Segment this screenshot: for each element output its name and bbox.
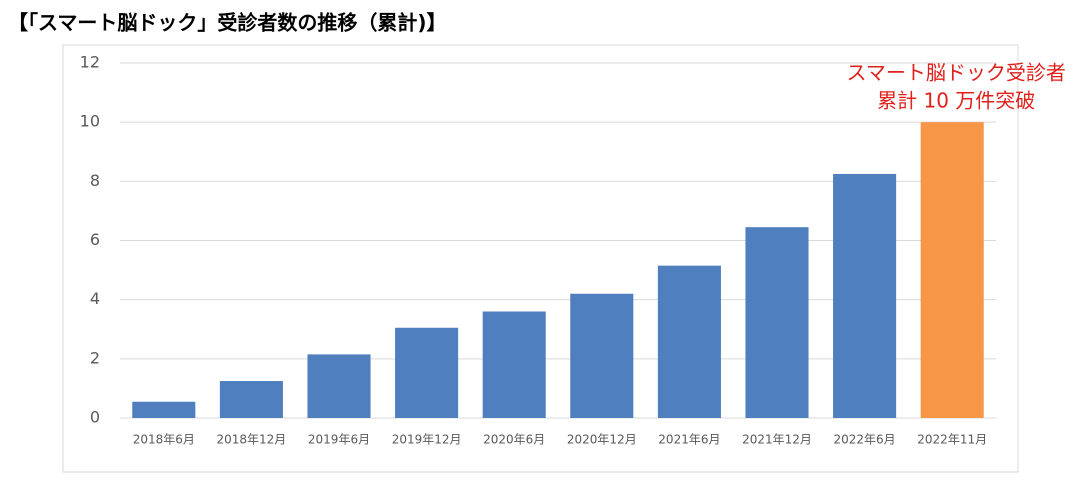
y-tick-label: 8 [90,171,100,190]
y-tick-label: 12 [80,53,100,72]
y-tick-label: 4 [90,289,100,308]
bar [570,293,634,418]
x-tick-label: 2019年12月 [392,433,462,447]
x-tick-label: 2020年12月 [567,433,637,447]
x-tick-label: 2022年11月 [917,433,987,447]
y-tick-label: 2 [90,348,100,367]
annotation: 累計 10 万件突破 [877,89,1035,113]
y-tick-label: 6 [90,230,100,249]
x-tick-label: 2018年12月 [216,433,286,447]
bar [132,401,196,418]
bar [657,265,721,418]
bar [219,381,283,418]
bar [745,227,809,418]
annotation: スマート脳ドック受診者 [846,61,1065,85]
x-tick-label: 2021年6月 [658,433,720,447]
x-tick-label: 2020年6月 [483,433,545,447]
bar [482,311,546,418]
bar [920,122,984,419]
bar [307,354,371,418]
x-tick-label: 2022年6月 [834,433,896,447]
bar [833,173,897,418]
y-tick-label: 10 [80,112,100,131]
chart-title: 【「スマート脳ドック」受診者数の推移（累計)】 [8,11,447,35]
y-tick-label: 0 [90,408,100,427]
x-tick-label: 2018年6月 [133,433,195,447]
x-tick-label: 2021年12月 [742,433,812,447]
bar [395,327,459,418]
x-tick-label: 2019年6月 [308,433,370,447]
